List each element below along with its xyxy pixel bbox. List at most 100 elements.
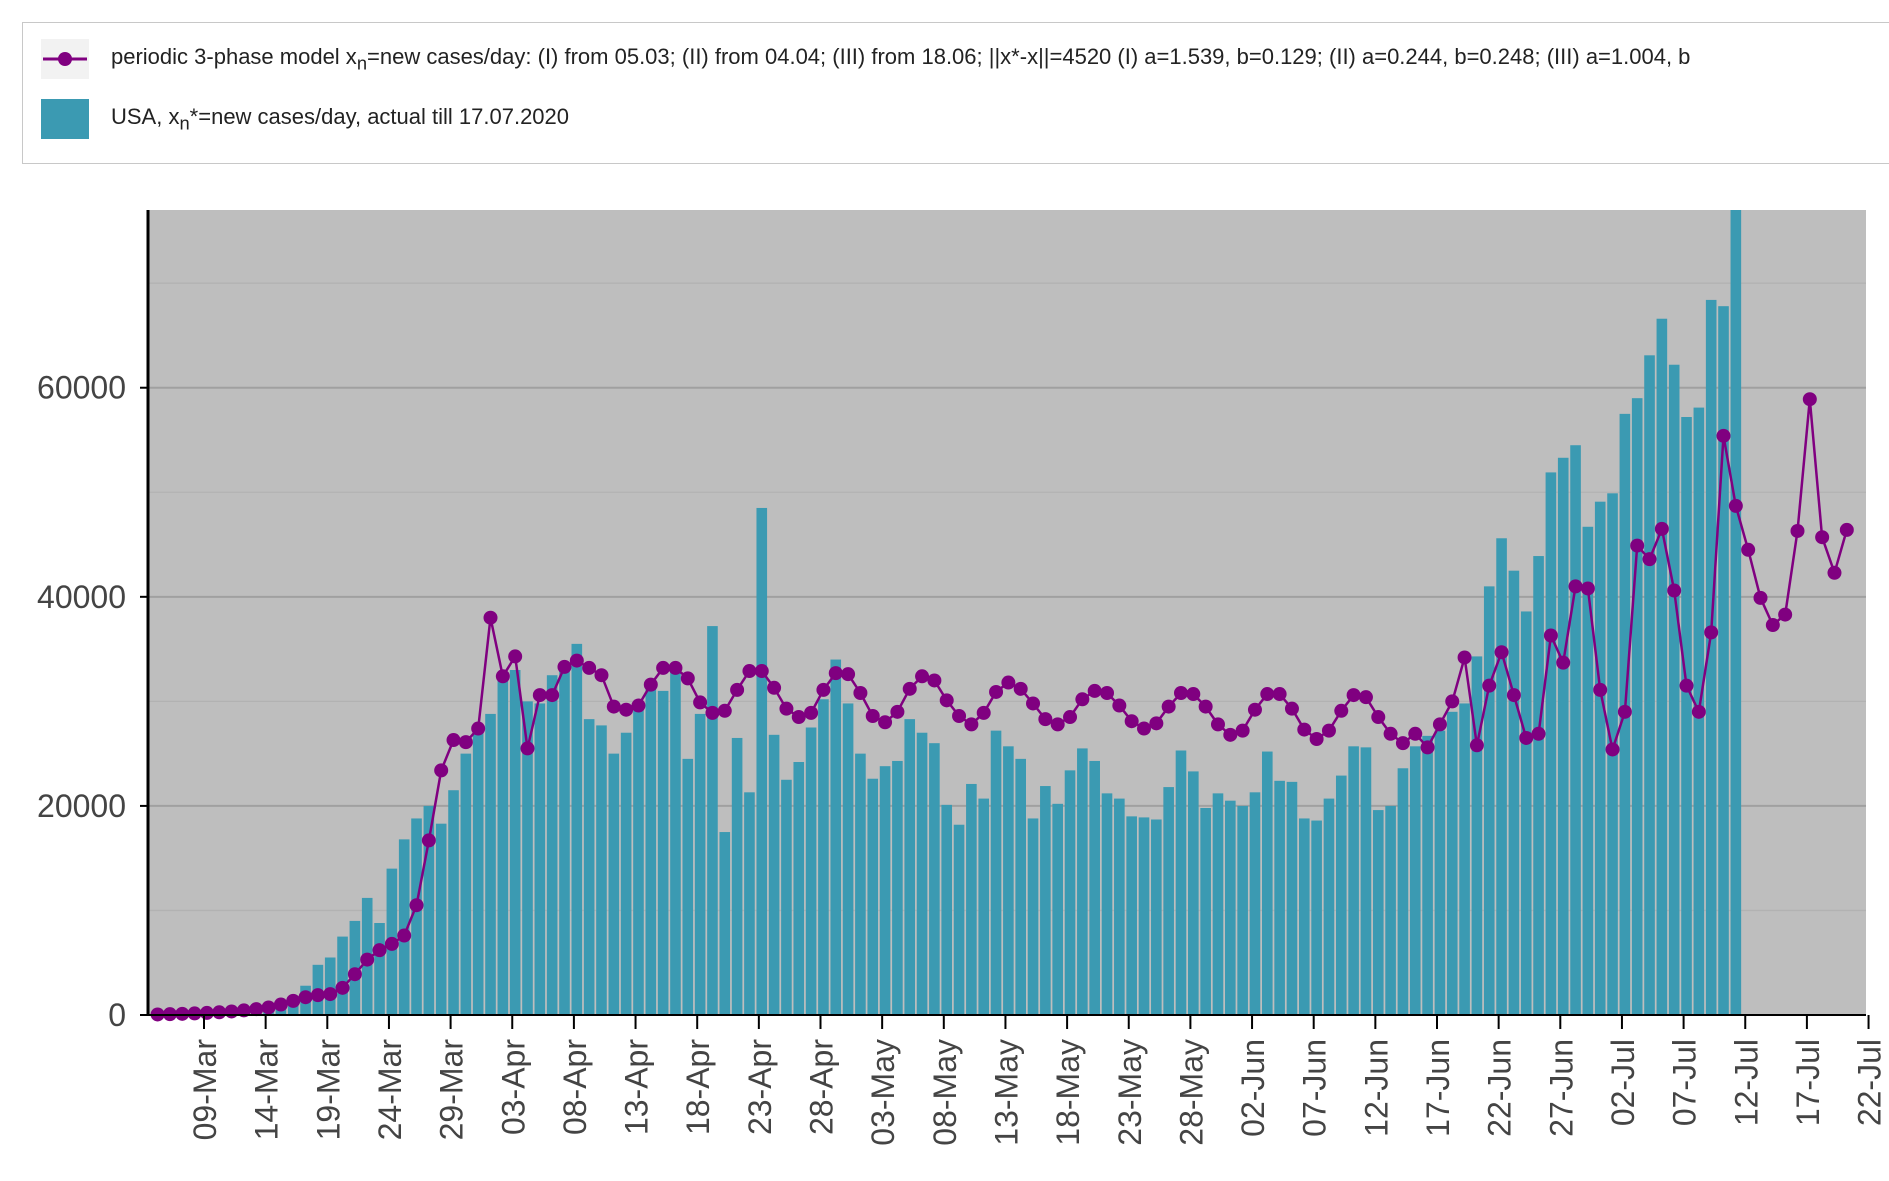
model-point (742, 664, 757, 679)
model-point (1839, 522, 1854, 537)
model-point (1568, 579, 1583, 594)
model-point (1432, 717, 1447, 732)
model-point (619, 702, 634, 717)
model-point (1247, 702, 1262, 717)
model-point (310, 988, 325, 1003)
bar (1557, 457, 1569, 1016)
bar (1594, 501, 1606, 1015)
x-tick-label: 27-Jun (1543, 1039, 1579, 1137)
model-point (1445, 694, 1460, 709)
model-point (236, 1003, 251, 1018)
bar (1668, 364, 1680, 1015)
model-point (606, 699, 621, 714)
model-point (409, 898, 424, 913)
model-point (1654, 521, 1669, 536)
model-point (1260, 687, 1275, 702)
x-tick-label: 07-Jun (1297, 1039, 1333, 1137)
model-point (249, 1002, 264, 1017)
bar (1274, 780, 1285, 1015)
model-point (841, 667, 856, 682)
bar (1409, 746, 1421, 1015)
model-point (1112, 698, 1127, 713)
model-point (1321, 723, 1336, 738)
model-point (1334, 703, 1349, 718)
bar (781, 779, 792, 1015)
model-point (1210, 717, 1225, 732)
model-point (643, 677, 658, 692)
bar (1520, 611, 1532, 1015)
bar (707, 626, 718, 1015)
model-point (1420, 740, 1435, 755)
bar (1064, 770, 1076, 1015)
y-tick-label: 40000 (37, 579, 126, 615)
model-point (767, 680, 782, 695)
model-point (1284, 701, 1299, 716)
model-point (1815, 530, 1830, 545)
bar (472, 732, 484, 1015)
x-tick-label: 24-Mar (372, 1039, 408, 1141)
model-point (1580, 581, 1595, 596)
model-point (175, 1006, 190, 1021)
bar (1126, 816, 1137, 1015)
model-point (1482, 678, 1497, 693)
model-point (298, 990, 313, 1005)
model-point (804, 705, 819, 720)
bar (559, 664, 570, 1015)
x-tick-label: 08-May (927, 1039, 963, 1146)
x-tick-label: 22-Jul (1852, 1039, 1888, 1126)
model-point (878, 715, 893, 730)
model-point (754, 664, 769, 679)
model-point (1358, 690, 1373, 705)
model-point (1161, 699, 1176, 714)
model-point (890, 704, 905, 719)
bar (1471, 656, 1483, 1015)
model-point (594, 668, 609, 683)
bar (1335, 775, 1347, 1015)
bar (818, 699, 829, 1015)
bar (1212, 793, 1224, 1015)
bar (916, 732, 928, 1015)
model-point (199, 1005, 214, 1020)
model-point (730, 682, 745, 697)
bar (978, 798, 990, 1015)
model-line (157, 399, 1849, 1016)
model-point (693, 695, 708, 710)
model-point (828, 666, 843, 681)
model-point (384, 936, 399, 951)
bar (1298, 818, 1310, 1015)
x-tick-label: 23-Apr (742, 1039, 778, 1135)
bar (1027, 818, 1039, 1015)
model-point (1778, 607, 1793, 622)
y-tick-label: 60000 (37, 370, 126, 406)
bar (1077, 748, 1088, 1015)
bar (682, 758, 694, 1015)
model-point (1100, 686, 1115, 700)
bar (1348, 746, 1359, 1015)
bar (374, 923, 385, 1015)
model-point (656, 660, 671, 675)
bar (1188, 771, 1199, 1015)
model-point (372, 943, 387, 958)
model-point (286, 993, 301, 1008)
bar (1459, 703, 1470, 1015)
model-point (1556, 655, 1571, 670)
bar (1705, 299, 1717, 1016)
bar (1003, 746, 1014, 1015)
x-tick-label: 02-Jun (1235, 1039, 1271, 1137)
bar (485, 713, 496, 1015)
model-point (853, 686, 868, 700)
model-point (360, 952, 375, 967)
bar (497, 680, 509, 1015)
bar (1052, 803, 1063, 1015)
y-tick-label: 0 (108, 997, 126, 1033)
model-point (668, 660, 683, 675)
model-point (1235, 723, 1250, 738)
bar (460, 753, 472, 1015)
bar (1015, 758, 1027, 1015)
model-point (1173, 686, 1188, 700)
bar (1496, 538, 1507, 1015)
x-tick-label: 14-Mar (249, 1039, 285, 1141)
bar (1311, 820, 1322, 1015)
model-point (989, 684, 1004, 699)
model-point (1087, 683, 1102, 698)
